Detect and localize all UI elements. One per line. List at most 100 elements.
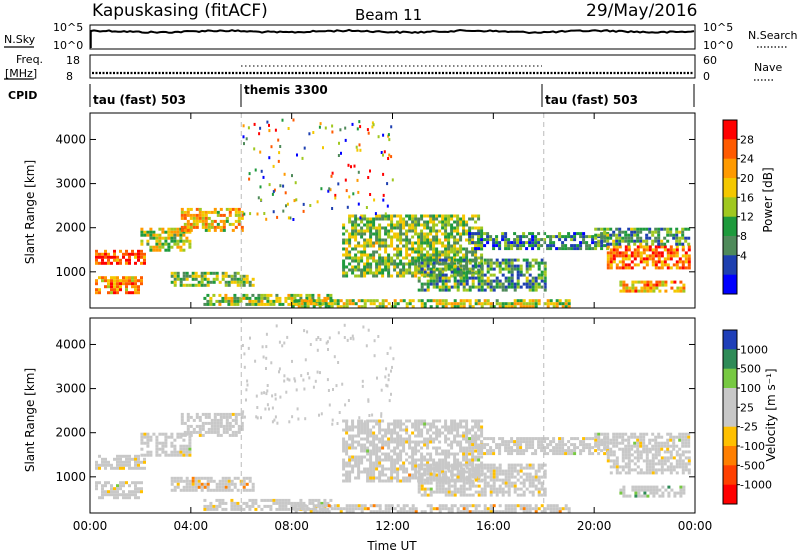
heatmap-cell-9: [636, 456, 640, 460]
heatmap-cell-8: [561, 443, 565, 447]
heatmap-cell-0: [128, 454, 131, 458]
heatmap-cell-9: [618, 266, 622, 270]
heatmap-cell-8: [519, 238, 523, 242]
heatmap-cell-6: [429, 452, 433, 456]
heatmap-cell-7: [498, 264, 502, 268]
heatmap-cell-7: [537, 469, 541, 473]
heatmap-cell-8: [495, 446, 499, 450]
heatmap-cell-7: [522, 490, 526, 494]
heatmap-scatter-point: [272, 190, 275, 194]
heatmap-cell-12: [429, 504, 433, 508]
heatmap-cell-7: [489, 264, 493, 268]
heatmap-cell-6: [357, 223, 361, 227]
heatmap-cell-7: [507, 475, 511, 479]
heatmap-cell-1: [155, 447, 159, 451]
heatmap-cell-6: [453, 419, 457, 423]
heatmap-cell-1: [170, 230, 174, 234]
heatmap-cell-12: [465, 510, 469, 514]
heatmap-cell-7: [495, 276, 499, 280]
heatmap-cell-6: [390, 428, 394, 432]
heatmap-cell-7: [501, 490, 505, 494]
heatmap-cell-11: [637, 289, 641, 293]
heatmap-cell-7: [498, 469, 502, 473]
heatmap-cell-0: [125, 463, 128, 467]
heatmap-cell-7: [429, 267, 433, 271]
heatmap-cell-6: [450, 256, 454, 260]
heatmap-cell-6: [381, 437, 385, 441]
heatmap-cell-7: [483, 273, 487, 277]
heatmap-cell-7: [528, 466, 532, 470]
heatmap-cell-7: [486, 481, 490, 485]
heatmap-scatter-point: [247, 346, 250, 350]
heatmap-cell-6: [447, 452, 451, 456]
heatmap-cell-6: [345, 431, 349, 435]
heatmap-cell-2: [234, 207, 238, 211]
heatmap-cell-12: [471, 305, 475, 309]
heatmap-cell-9: [657, 468, 661, 472]
heatmap-cell-2: [186, 430, 190, 434]
heatmap-cell-11: [673, 289, 677, 293]
heatmap-cell-6: [357, 434, 361, 438]
heatmap-cell-10: [603, 447, 607, 451]
heatmap-cell-11: [643, 289, 647, 293]
heatmap-cell-8: [537, 443, 541, 447]
heatmap-cell-12: [549, 302, 553, 306]
heatmap-cell-7: [462, 264, 466, 268]
heatmap-cell-9: [615, 263, 619, 267]
heatmap-cell-2: [198, 219, 202, 223]
heatmap-cell-4: [188, 283, 192, 287]
heatmap-cell-12: [348, 507, 352, 511]
heatmap-cell-2: [222, 412, 226, 416]
heatmap-cell-7: [516, 267, 520, 271]
heatmap-cell-7: [510, 463, 514, 467]
heatmap-cell-6: [375, 235, 379, 239]
heatmap-cell-6: [390, 437, 394, 441]
heatmap-cell-8: [522, 449, 526, 453]
heatmap-cell-7: [471, 472, 475, 476]
heatmap-cell-2: [180, 421, 184, 425]
heatmap-cell-1: [164, 236, 168, 240]
heatmap-cell-12: [423, 305, 427, 309]
colorbar-swatch: [723, 120, 737, 140]
heatmap-cell-5: [272, 501, 276, 505]
heatmap-cell-2: [222, 427, 226, 431]
heatmap-cell-6: [414, 262, 418, 266]
heatmap-cell-10: [615, 444, 619, 448]
heatmap-cell-4: [242, 274, 246, 278]
heatmap-cell-7: [426, 273, 430, 277]
heatmap-cell-7: [486, 276, 490, 280]
heatmap-cell-3: [125, 291, 128, 295]
heatmap-cell-7: [432, 279, 436, 283]
heatmap-cell-6: [423, 419, 427, 423]
ytick-label: 4000: [55, 132, 86, 146]
heatmap-cell-4: [245, 274, 249, 278]
heatmap-cell-12: [354, 507, 358, 511]
heatmap-cell-1: [155, 236, 159, 240]
heatmap-cell-5: [272, 302, 276, 306]
heatmap-cell-6: [387, 467, 391, 471]
heatmap-cell-8: [564, 449, 568, 453]
heatmap-cell-6: [354, 440, 358, 444]
heatmap-cell-11: [634, 494, 638, 498]
heatmap-cell-6: [477, 434, 481, 438]
heatmap-cell-6: [396, 250, 400, 254]
heatmap-cell-12: [555, 510, 559, 514]
heatmap-cell-7: [477, 463, 481, 467]
heatmap-cell-6: [459, 425, 463, 429]
heatmap-cell-6: [363, 443, 367, 447]
heatmap-cell-2: [234, 219, 238, 223]
heatmap-cell-12: [444, 507, 448, 511]
heatmap-cell-7: [432, 282, 436, 286]
heatmap-cell-6: [354, 247, 358, 251]
heatmap-cell-10: [621, 435, 625, 439]
heatmap-cell-0: [143, 457, 146, 461]
heatmap-scatter-point: [389, 346, 392, 350]
heatmap-cell-6: [378, 265, 382, 269]
heatmap-cell-12: [357, 305, 361, 309]
heatmap-cell-8: [504, 440, 508, 444]
colorbar-swatch: [723, 197, 737, 218]
heatmap-cell-7: [525, 279, 529, 283]
heatmap-cell-1: [170, 245, 174, 249]
cpid-segment-2: themis 3300: [244, 83, 328, 97]
heatmap-scatter-point: [286, 377, 289, 381]
